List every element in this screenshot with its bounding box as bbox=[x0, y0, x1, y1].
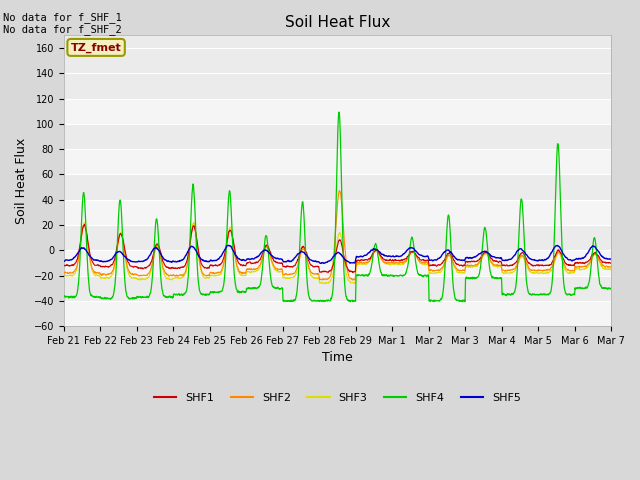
SHF4 bbox=[212, 289, 220, 295]
SHF4 bbox=[354, 273, 362, 278]
SHF5 bbox=[60, 258, 68, 264]
SHF1 bbox=[60, 263, 68, 269]
SHF4 bbox=[346, 299, 354, 305]
SHF1 bbox=[81, 222, 88, 228]
SHF4 bbox=[575, 285, 582, 291]
SHF5 bbox=[212, 257, 220, 263]
Bar bbox=[64, 301, 611, 326]
SHF3 bbox=[60, 273, 68, 279]
Bar bbox=[64, 250, 611, 276]
SHF5 bbox=[354, 254, 362, 260]
SHF2 bbox=[336, 188, 344, 193]
SHF4 bbox=[607, 286, 615, 292]
Bar bbox=[64, 276, 611, 301]
SHF5 bbox=[575, 256, 582, 262]
Line: SHF2: SHF2 bbox=[64, 191, 611, 280]
SHF2 bbox=[60, 269, 68, 275]
SHF1 bbox=[354, 257, 362, 263]
Text: No data for f_SHF_1
No data for f_SHF_2: No data for f_SHF_1 No data for f_SHF_2 bbox=[3, 12, 122, 36]
SHF4 bbox=[335, 109, 343, 115]
SHF3 bbox=[190, 220, 198, 226]
SHF4 bbox=[559, 273, 567, 278]
Y-axis label: Soil Heat Flux: Soil Heat Flux bbox=[15, 138, 28, 224]
SHF3 bbox=[321, 281, 329, 287]
Bar bbox=[64, 225, 611, 250]
Bar bbox=[64, 149, 611, 174]
Line: SHF1: SHF1 bbox=[64, 225, 611, 273]
SHF5 bbox=[225, 242, 232, 248]
SHF2 bbox=[607, 264, 615, 269]
Bar bbox=[64, 124, 611, 149]
SHF2 bbox=[559, 259, 567, 264]
Line: SHF4: SHF4 bbox=[64, 112, 611, 302]
SHF5 bbox=[497, 255, 504, 261]
SHF3 bbox=[365, 258, 373, 264]
SHF4 bbox=[60, 293, 68, 299]
Bar bbox=[64, 98, 611, 124]
SHF3 bbox=[559, 261, 567, 267]
Line: SHF3: SHF3 bbox=[64, 223, 611, 284]
SHF1 bbox=[497, 259, 504, 265]
SHF1 bbox=[575, 260, 582, 266]
SHF2 bbox=[354, 260, 362, 265]
SHF1 bbox=[559, 255, 567, 261]
SHF3 bbox=[354, 262, 362, 267]
SHF4 bbox=[497, 276, 504, 281]
X-axis label: Time: Time bbox=[322, 351, 353, 364]
SHF2 bbox=[575, 264, 582, 270]
SHF3 bbox=[575, 266, 582, 272]
Title: Soil Heat Flux: Soil Heat Flux bbox=[285, 15, 390, 30]
SHF3 bbox=[607, 266, 615, 272]
SHF3 bbox=[497, 264, 504, 270]
Bar bbox=[64, 200, 611, 225]
SHF1 bbox=[607, 260, 615, 266]
SHF5 bbox=[607, 256, 615, 262]
SHF1 bbox=[349, 270, 357, 276]
Text: TZ_fmet: TZ_fmet bbox=[71, 42, 122, 52]
SHF2 bbox=[348, 277, 356, 283]
Line: SHF5: SHF5 bbox=[64, 245, 611, 264]
Bar bbox=[64, 174, 611, 200]
SHF5 bbox=[365, 250, 373, 255]
SHF4 bbox=[365, 271, 373, 276]
Legend: SHF1, SHF2, SHF3, SHF4, SHF5: SHF1, SHF2, SHF3, SHF4, SHF5 bbox=[150, 389, 525, 408]
SHF2 bbox=[497, 263, 504, 268]
SHF2 bbox=[365, 258, 373, 264]
SHF3 bbox=[212, 273, 220, 278]
SHF1 bbox=[365, 256, 373, 262]
SHF5 bbox=[317, 261, 324, 266]
SHF2 bbox=[212, 270, 220, 276]
SHF1 bbox=[212, 263, 220, 268]
SHF5 bbox=[559, 251, 567, 257]
